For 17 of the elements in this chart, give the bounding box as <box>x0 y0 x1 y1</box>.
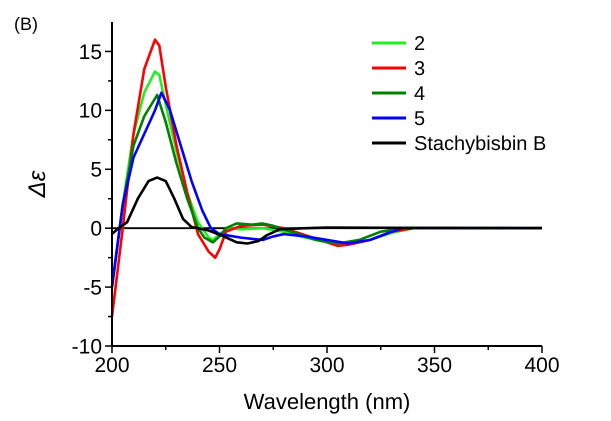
y-tick-label: -5 <box>83 276 102 300</box>
y-axis-title: Δε <box>24 170 51 198</box>
legend-label: 3 <box>414 58 426 80</box>
y-tick-label: 5 <box>90 158 102 182</box>
x-tick-label: 250 <box>202 354 238 377</box>
x-tick-label: 350 <box>416 354 452 377</box>
legend-label: 5 <box>414 108 426 130</box>
y-tick-label: 0 <box>90 218 102 241</box>
legend-label: 4 <box>414 83 426 105</box>
x-tick-label: 400 <box>524 354 560 377</box>
y-tick-label: 10 <box>78 100 102 123</box>
x-axis-title: Wavelength (nm) <box>244 389 410 414</box>
legend-label: 2 <box>414 33 426 55</box>
y-tick-label: 15 <box>78 40 102 64</box>
legend-label: Stachybisbin B <box>414 133 546 155</box>
x-tick-label: 300 <box>309 354 345 377</box>
text: (B) <box>14 14 38 34</box>
